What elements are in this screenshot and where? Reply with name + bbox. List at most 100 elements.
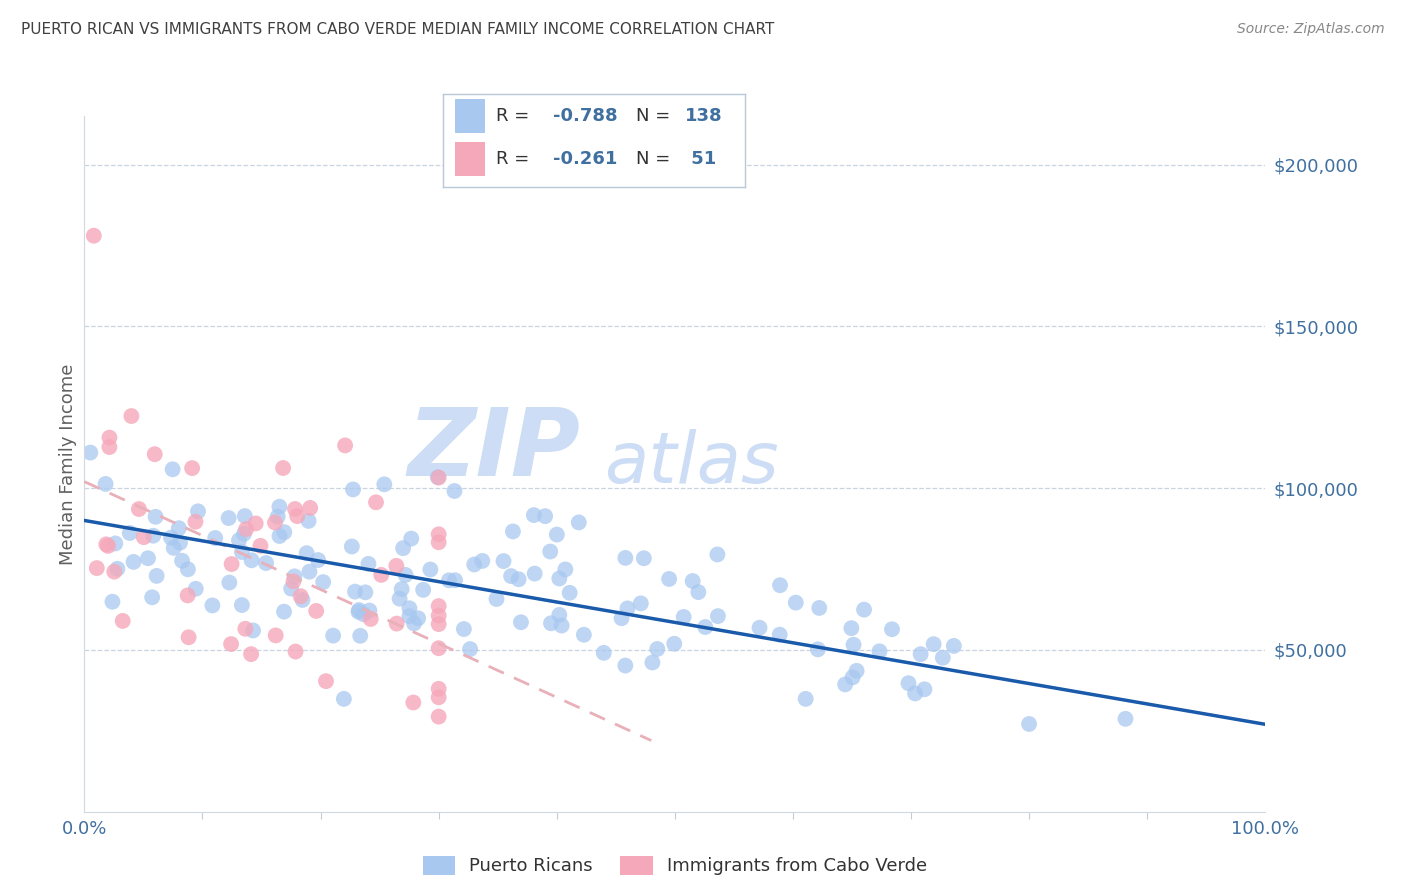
Point xyxy=(647,642,669,657)
Point xyxy=(122,555,145,569)
Point xyxy=(249,539,271,553)
Point xyxy=(398,601,420,615)
Point xyxy=(508,572,530,586)
Point xyxy=(391,582,413,596)
Point xyxy=(299,500,322,515)
Point xyxy=(184,582,207,596)
Point xyxy=(841,621,863,635)
Point xyxy=(94,477,117,491)
Point xyxy=(427,599,450,613)
Point xyxy=(295,546,318,560)
Point xyxy=(485,591,508,606)
Text: PUERTO RICAN VS IMMIGRANTS FROM CABO VERDE MEDIAN FAMILY INCOME CORRELATION CHAR: PUERTO RICAN VS IMMIGRANTS FROM CABO VER… xyxy=(21,22,775,37)
Point xyxy=(245,516,267,531)
Point xyxy=(145,569,167,583)
Point xyxy=(101,595,124,609)
Point xyxy=(794,691,817,706)
Point xyxy=(370,567,392,582)
Point xyxy=(354,585,377,599)
Point xyxy=(283,569,305,583)
Point xyxy=(340,540,363,554)
Point xyxy=(538,544,561,558)
Text: R =: R = xyxy=(496,150,534,169)
Point xyxy=(118,526,141,541)
Point xyxy=(240,647,263,661)
Point xyxy=(342,483,364,497)
Point xyxy=(228,533,250,548)
Point xyxy=(427,617,450,632)
Point xyxy=(111,614,134,628)
Point xyxy=(105,562,128,576)
Point xyxy=(285,509,308,524)
Point xyxy=(614,550,637,565)
Point xyxy=(610,611,633,625)
Point xyxy=(160,531,183,545)
Point xyxy=(427,470,450,484)
Point xyxy=(167,521,190,535)
Point xyxy=(922,637,945,651)
Point xyxy=(136,551,159,566)
Point xyxy=(399,532,422,546)
Point xyxy=(128,502,150,516)
Point xyxy=(273,525,295,540)
Point xyxy=(233,622,256,636)
Point xyxy=(932,650,955,665)
Text: N =: N = xyxy=(637,107,676,125)
Point xyxy=(298,565,321,579)
Point xyxy=(443,483,465,498)
Text: R =: R = xyxy=(496,107,534,125)
Point xyxy=(834,677,856,691)
Point xyxy=(427,709,450,723)
Point xyxy=(218,511,240,525)
Point xyxy=(333,692,356,706)
Text: 51: 51 xyxy=(685,150,716,169)
Point xyxy=(290,589,312,603)
Point xyxy=(388,591,411,606)
Point xyxy=(706,548,728,562)
Point xyxy=(548,607,571,622)
Point xyxy=(120,409,142,423)
Point xyxy=(184,515,207,529)
Point xyxy=(807,642,830,657)
Point xyxy=(502,524,524,539)
Point xyxy=(264,516,287,530)
Point xyxy=(402,696,425,710)
Point xyxy=(869,644,891,658)
Point xyxy=(808,601,831,615)
Point xyxy=(322,629,344,643)
Point xyxy=(1018,717,1040,731)
Point xyxy=(240,553,263,567)
Point xyxy=(463,558,485,572)
Point xyxy=(104,536,127,550)
Point xyxy=(427,608,450,623)
Point xyxy=(695,620,717,634)
Point xyxy=(904,686,927,700)
Point xyxy=(315,674,337,689)
Point xyxy=(427,681,450,696)
Point xyxy=(177,630,200,644)
Point xyxy=(412,582,434,597)
Point xyxy=(231,545,253,559)
Text: atlas: atlas xyxy=(605,429,779,499)
Point xyxy=(426,470,449,484)
Point xyxy=(103,565,125,579)
Point xyxy=(785,596,807,610)
Point xyxy=(177,562,200,576)
Point xyxy=(492,554,515,568)
Point xyxy=(385,558,408,573)
Point xyxy=(141,591,163,605)
Point xyxy=(523,508,546,522)
Point xyxy=(853,602,876,616)
Legend: Puerto Ricans, Immigrants from Cabo Verde: Puerto Ricans, Immigrants from Cabo Verd… xyxy=(415,849,935,883)
Point xyxy=(333,438,356,452)
Point xyxy=(554,562,576,576)
Bar xyxy=(456,99,485,133)
Point xyxy=(273,605,295,619)
Point xyxy=(347,605,370,619)
Point xyxy=(769,578,792,592)
Point xyxy=(170,554,193,568)
Point xyxy=(364,495,387,509)
Point xyxy=(398,609,420,624)
Point xyxy=(523,566,546,581)
Point xyxy=(297,514,319,528)
